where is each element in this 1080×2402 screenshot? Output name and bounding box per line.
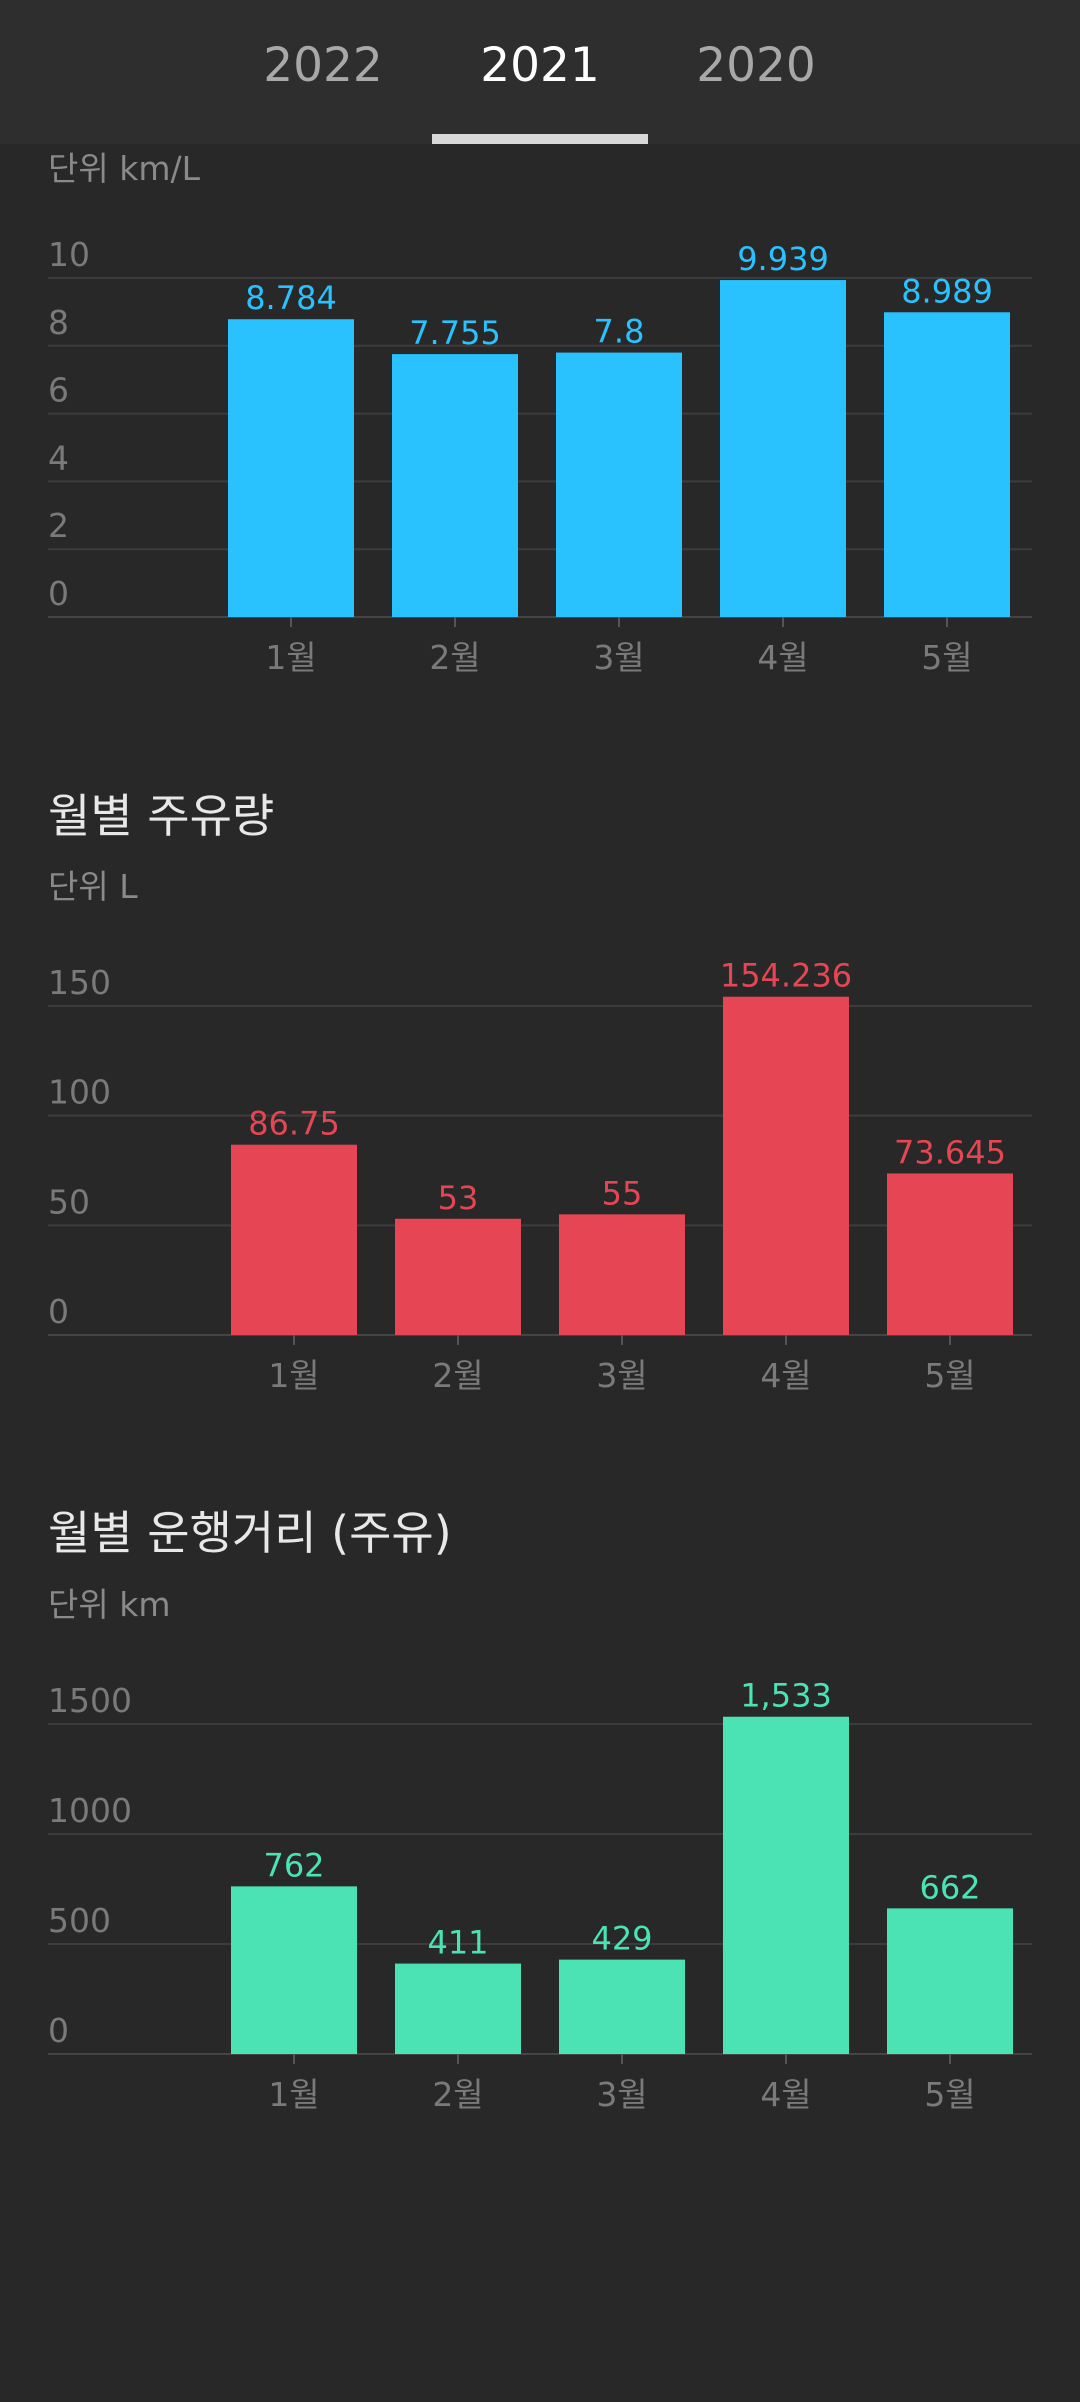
- bar[interactable]: [884, 312, 1010, 617]
- x-tick-label: 5월: [924, 2075, 975, 2114]
- y-tick-label: 0: [48, 1292, 69, 1331]
- y-tick-label: 100: [48, 1073, 111, 1112]
- x-tick-label: 2월: [432, 2075, 483, 2114]
- bar-value-label: 429: [591, 1920, 652, 1958]
- bar-value-label: 7.8: [594, 313, 645, 351]
- y-tick-label: 0: [48, 2011, 69, 2050]
- y-tick-label: 0: [48, 574, 69, 613]
- y-tick-label: 1500: [48, 1681, 132, 1720]
- efficiency-unit-label: 단위 km/L: [48, 149, 200, 188]
- fuel-efficiency-chart: 0 2 4 6 8 10 8.784 1월 7.755 2월 7.8 3월 9.939 4월 8.989 5월: [48, 235, 1032, 677]
- distance-title: 월별 운행거리 (주유): [48, 1506, 452, 1560]
- x-tick-label: 2월: [429, 638, 480, 677]
- bar[interactable]: [231, 1886, 357, 2054]
- bar[interactable]: [723, 996, 849, 1335]
- bar[interactable]: [395, 1963, 521, 2054]
- x-tick-label: 5월: [924, 1356, 975, 1395]
- bar-value-label: 8.784: [245, 279, 337, 317]
- x-tick-label: 2월: [432, 1356, 483, 1395]
- y-tick-label: 6: [48, 371, 69, 410]
- y-tick-label: 50: [48, 1182, 90, 1221]
- x-tick-label: 4월: [760, 2075, 811, 2114]
- bar-value-label: 55: [602, 1174, 643, 1212]
- fuel-amount-title: 월별 주유량: [48, 789, 275, 843]
- tab-2021[interactable]: 2021: [480, 38, 600, 93]
- bar-value-label: 73.645: [894, 1133, 1006, 1171]
- bar-value-label: 1,533: [740, 1677, 832, 1715]
- fuel-amount-chart: 0 50 100 150 86.75 1월 53 2월 55 3월 154.236 4월 73.645 5…: [48, 957, 1032, 1395]
- y-tick-label: 150: [48, 963, 111, 1002]
- bar[interactable]: [392, 354, 518, 617]
- bar[interactable]: [228, 319, 354, 617]
- year-tab-bar: 2022 2021 2020: [0, 0, 1080, 144]
- x-tick-label: 3월: [593, 638, 644, 677]
- x-tick-label: 1월: [265, 638, 316, 677]
- distance-chart: 0 500 1000 1500 762 1월 411 2월 429 3월 1,533 4월 662 5월: [48, 1677, 1032, 2114]
- active-tab-indicator: [432, 134, 648, 144]
- bar-value-label: 154.236: [720, 957, 852, 995]
- bar-value-label: 8.989: [901, 272, 993, 310]
- bar-value-label: 86.75: [248, 1105, 340, 1143]
- bar[interactable]: [559, 1959, 685, 2054]
- bar-value-label: 662: [919, 1868, 980, 1906]
- bar[interactable]: [395, 1218, 521, 1335]
- x-tick-label: 3월: [596, 2075, 647, 2114]
- x-tick-label: 1월: [268, 1356, 319, 1395]
- y-tick-label: 500: [48, 1901, 111, 1940]
- bar[interactable]: [887, 1908, 1013, 2054]
- distance-unit-label: 단위 km: [48, 1585, 171, 1624]
- bar[interactable]: [720, 280, 846, 617]
- tab-2020[interactable]: 2020: [696, 38, 816, 93]
- bar-value-label: 7.755: [409, 314, 501, 352]
- bar[interactable]: [556, 352, 682, 617]
- x-tick-label: 5월: [921, 638, 972, 677]
- fuel-amount-unit-label: 단위 L: [48, 867, 138, 906]
- bar[interactable]: [723, 1716, 849, 2054]
- bar-value-label: 411: [427, 1924, 488, 1962]
- x-tick-label: 3월: [596, 1356, 647, 1395]
- bar[interactable]: [887, 1173, 1013, 1335]
- bar[interactable]: [559, 1214, 685, 1335]
- x-tick-label: 4월: [760, 1356, 811, 1395]
- bar[interactable]: [231, 1144, 357, 1335]
- bar-value-label: 762: [263, 1846, 324, 1884]
- x-tick-label: 1월: [268, 2075, 319, 2114]
- y-tick-label: 8: [48, 303, 69, 342]
- y-tick-label: 1000: [48, 1791, 132, 1830]
- x-tick-label: 4월: [757, 638, 808, 677]
- bar-value-label: 53: [438, 1179, 479, 1217]
- y-tick-label: 2: [48, 506, 69, 545]
- y-tick-label: 4: [48, 438, 69, 477]
- tab-2022[interactable]: 2022: [263, 38, 383, 93]
- bar-value-label: 9.939: [737, 240, 829, 278]
- y-tick-label: 10: [48, 235, 90, 274]
